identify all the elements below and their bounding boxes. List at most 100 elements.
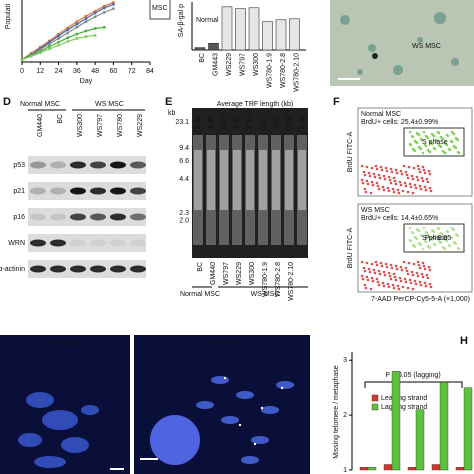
x-tick-label: 60 [110, 68, 118, 75]
event [388, 274, 392, 278]
event [410, 230, 414, 234]
event [424, 284, 428, 288]
event [368, 174, 372, 178]
row-label: WRN [8, 240, 25, 247]
band [70, 265, 86, 273]
band [90, 161, 106, 169]
event [422, 264, 426, 268]
event [378, 272, 382, 276]
event [397, 191, 401, 195]
event [450, 226, 454, 230]
event [389, 263, 393, 267]
event [426, 148, 430, 152]
growth-point [84, 14, 88, 18]
event [375, 181, 379, 185]
event [404, 266, 408, 270]
event [360, 178, 364, 182]
chromosomes [26, 392, 54, 408]
event [408, 182, 412, 186]
growth-point [112, 2, 115, 6]
growth-point [75, 22, 79, 26]
event [421, 179, 425, 183]
event [423, 239, 427, 243]
event [406, 286, 410, 290]
event [411, 147, 415, 151]
growth-point [75, 32, 79, 36]
event [396, 188, 400, 192]
gate-label: S phase [422, 235, 448, 242]
event [360, 164, 364, 168]
event [392, 272, 396, 276]
event [418, 184, 422, 188]
event [415, 175, 419, 179]
event [387, 175, 391, 179]
event [420, 176, 424, 180]
event [375, 263, 379, 267]
event [401, 189, 405, 193]
trf-value: 3.02 [273, 116, 280, 130]
chromosomes [18, 433, 42, 447]
chromosome [241, 456, 259, 464]
category-label: BC [199, 53, 206, 63]
growth-point [29, 55, 33, 58]
event [363, 173, 367, 177]
event [393, 275, 397, 279]
legend-label: MSC [152, 5, 168, 12]
event [428, 172, 432, 176]
panel-letter: F [333, 96, 340, 108]
event [434, 234, 438, 238]
band [30, 213, 46, 221]
growth-point [48, 45, 51, 48]
event [404, 280, 408, 284]
fluorescence-image [0, 335, 130, 474]
event [399, 279, 403, 283]
event [364, 286, 368, 290]
event [423, 267, 427, 271]
event [375, 277, 379, 281]
growth-point [84, 20, 88, 24]
event [428, 282, 432, 286]
event [375, 167, 379, 171]
gate [403, 223, 465, 253]
lane-label: WS780-2.8 [275, 262, 282, 297]
band [110, 239, 126, 247]
event [390, 170, 394, 174]
event [382, 284, 386, 288]
chromosomes [42, 410, 78, 430]
event [422, 168, 426, 172]
event [428, 236, 432, 240]
event [428, 268, 432, 272]
telomere [223, 376, 227, 380]
event [362, 266, 366, 270]
event [407, 165, 411, 169]
scale-bar [110, 468, 124, 470]
event [456, 150, 460, 154]
event [419, 187, 423, 191]
event [394, 264, 398, 268]
event [373, 271, 377, 275]
x-axis-label: 7-AAD PerCP-Cy5-5-A (×1,000) [371, 296, 470, 303]
event [395, 171, 399, 175]
event [456, 246, 460, 250]
event [425, 177, 429, 181]
event [413, 279, 417, 283]
band [30, 239, 46, 247]
bar [463, 387, 473, 471]
row-label: p21 [13, 188, 25, 195]
band [70, 187, 86, 195]
trf-value: 2.91 [260, 116, 267, 130]
event [408, 142, 412, 146]
event [422, 226, 426, 230]
panel-title: Average TRF length (kb) [217, 101, 293, 108]
event [384, 262, 388, 266]
event [403, 277, 407, 281]
event [398, 276, 402, 280]
event [402, 260, 406, 264]
event [436, 130, 440, 134]
p-value: P < 0.05 [425, 235, 451, 242]
group-label: WS MSC [95, 101, 124, 108]
growth-point [66, 28, 70, 32]
event [376, 184, 380, 188]
smear-core [259, 150, 267, 210]
category-label: GM443 [212, 53, 219, 76]
